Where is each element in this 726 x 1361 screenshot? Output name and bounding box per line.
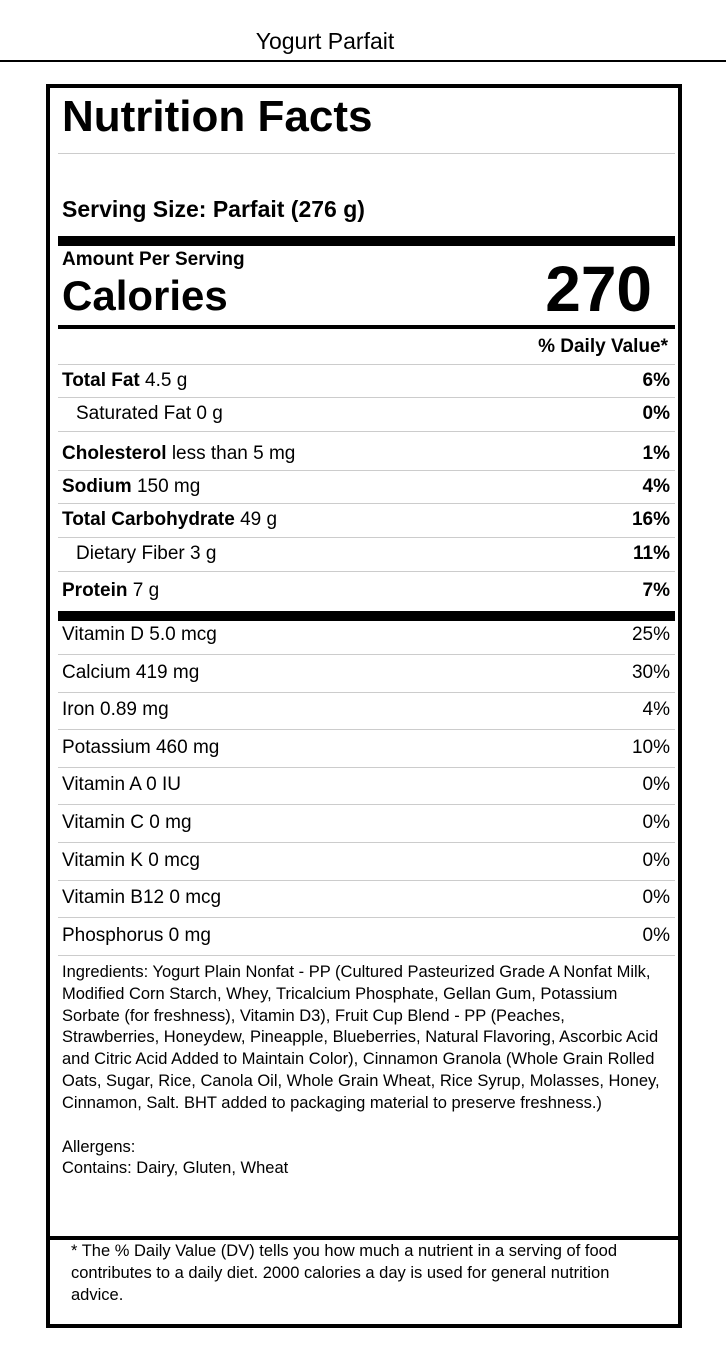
nutrient-name: Total Carbohydrate [62,509,235,530]
vitamin-name: Vitamin C 0 mg [62,812,192,833]
separator [58,917,675,919]
vitamin-dv: 0% [642,812,670,833]
thick-bar [58,611,675,621]
nutrient-amount: less than 5 mg [171,443,296,464]
vitamin-row: Vitamin A 0 IU 0% [62,772,670,798]
vitamin-dv: 0% [642,774,670,796]
nutrient-amount: 0 g [196,403,223,424]
nutrient-name: Saturated Fat [76,403,192,424]
vitamin-name: Iron 0.89 mg [62,699,169,721]
nutrient-row: Cholesterol less than 5 mg 1% [62,441,670,467]
nutrient-amount: 4.5 g [145,370,188,391]
vitamin-dv: 10% [631,736,670,758]
vitamin-dv: 4% [642,699,670,721]
nutrient-amount: 49 g [240,509,278,530]
separator [58,954,675,956]
nutrient-dv: 11% [633,543,670,564]
page-title: Yogurt Parfait [255,28,395,54]
nutrient-dv: 7% [642,580,670,601]
bar [58,325,675,329]
separator [58,766,675,768]
separator [58,503,675,504]
vitamin-name: Vitamin K 0 mcg [62,849,200,871]
vitamin-row: Vitamin D 5.0 mcg 25% [62,622,670,648]
label-heading: Nutrition Facts [62,92,373,141]
nutrient-row: Total Carbohydrate 49 g 16% [62,507,670,533]
vitamin-name: Vitamin A 0 IU [62,774,181,796]
vitamin-name: Potassium 460 mg [62,736,220,758]
nutrient-name: Dietary Fiber [76,543,185,564]
vitamin-row: Vitamin K 0 mcg 0% [62,848,670,874]
nutrient-amount: 3 g [190,543,217,564]
separator [58,654,675,655]
nutrient-row: Total Fat 4.5 g 6% [62,368,670,394]
separator [58,470,675,471]
nutrient-row: Sodium 150 mg 4% [62,474,670,500]
amount-per-serving: Amount Per Serving [62,249,245,270]
footnote: * The % Daily Value (DV) tells you how m… [71,1242,617,1304]
nutrient-row: Saturated Fat 0 g 0% [62,401,670,427]
nutrient-name: Total Fat [62,370,140,391]
separator [58,729,675,731]
vitamin-row: Vitamin B12 0 mcg 0% [62,885,670,911]
nutrient-dv: 0% [642,403,670,424]
separator [58,153,675,154]
nutrient-row: Protein 7 g 7% [62,578,670,604]
vitamin-row: Calcium 419 mg 30% [62,660,670,686]
nutrient-dv: 1% [642,443,670,464]
vitamin-row: Potassium 460 mg 10% [62,735,670,761]
ingredients: Ingredients: Yogurt Plain Nonfat - PP (C… [62,963,660,1112]
separator [58,691,675,693]
vitamin-row: Phosphorus 0 mg 0% [62,923,670,949]
thick-bar [58,236,675,246]
vitamin-name: Vitamin B12 0 mcg [62,887,222,909]
nutrient-name: Cholesterol [62,443,167,464]
separator [58,431,675,432]
label-box [46,84,682,1328]
nutrient-amount: 7 g [132,580,160,601]
calories-label: Calories [62,272,228,319]
ingredients-block: Ingredients: Yogurt Plain Nonfat - PP (C… [62,962,666,1180]
separator [58,397,675,398]
vitamin-name: Calcium 419 mg [62,661,200,683]
nutrient-name: Sodium [62,476,132,497]
allergens-heading: Allergens: [62,1137,136,1156]
nutrient-dv: 16% [631,509,670,530]
vitamin-name: Vitamin D 5.0 mcg [62,624,217,645]
serving-size: Serving Size: Parfait (276 g) [62,196,365,222]
vitamin-dv: 25% [631,624,670,645]
nutrient-name: Protein [62,580,128,601]
vitamin-dv: 0% [642,849,670,871]
nutrient-row: Dietary Fiber 3 g 11% [62,541,670,567]
separator [58,804,675,806]
title-rule [0,60,726,62]
separator [58,571,675,572]
allergens: Contains: Dairy, Gluten, Wheat [62,1159,289,1178]
separator [58,537,675,538]
separator [58,364,675,365]
calories-value: 270 [545,253,652,325]
vitamin-row: Iron 0.89 mg 4% [62,697,670,723]
separator [58,842,675,843]
nutrient-dv: 6% [642,370,670,391]
nutrient-amount: 150 mg [136,476,201,497]
vitamin-row: Vitamin C 0 mg 0% [62,810,670,836]
separator [58,879,675,881]
vitamin-name: Phosphorus 0 mg [62,924,211,946]
vitamin-dv: 0% [642,887,670,909]
daily-value-heading: % Daily Value* [538,336,668,357]
vitamin-dv: 30% [631,661,670,683]
vitamin-dv: 0% [642,924,670,946]
nutrient-dv: 4% [642,476,670,497]
bar [46,1236,682,1240]
